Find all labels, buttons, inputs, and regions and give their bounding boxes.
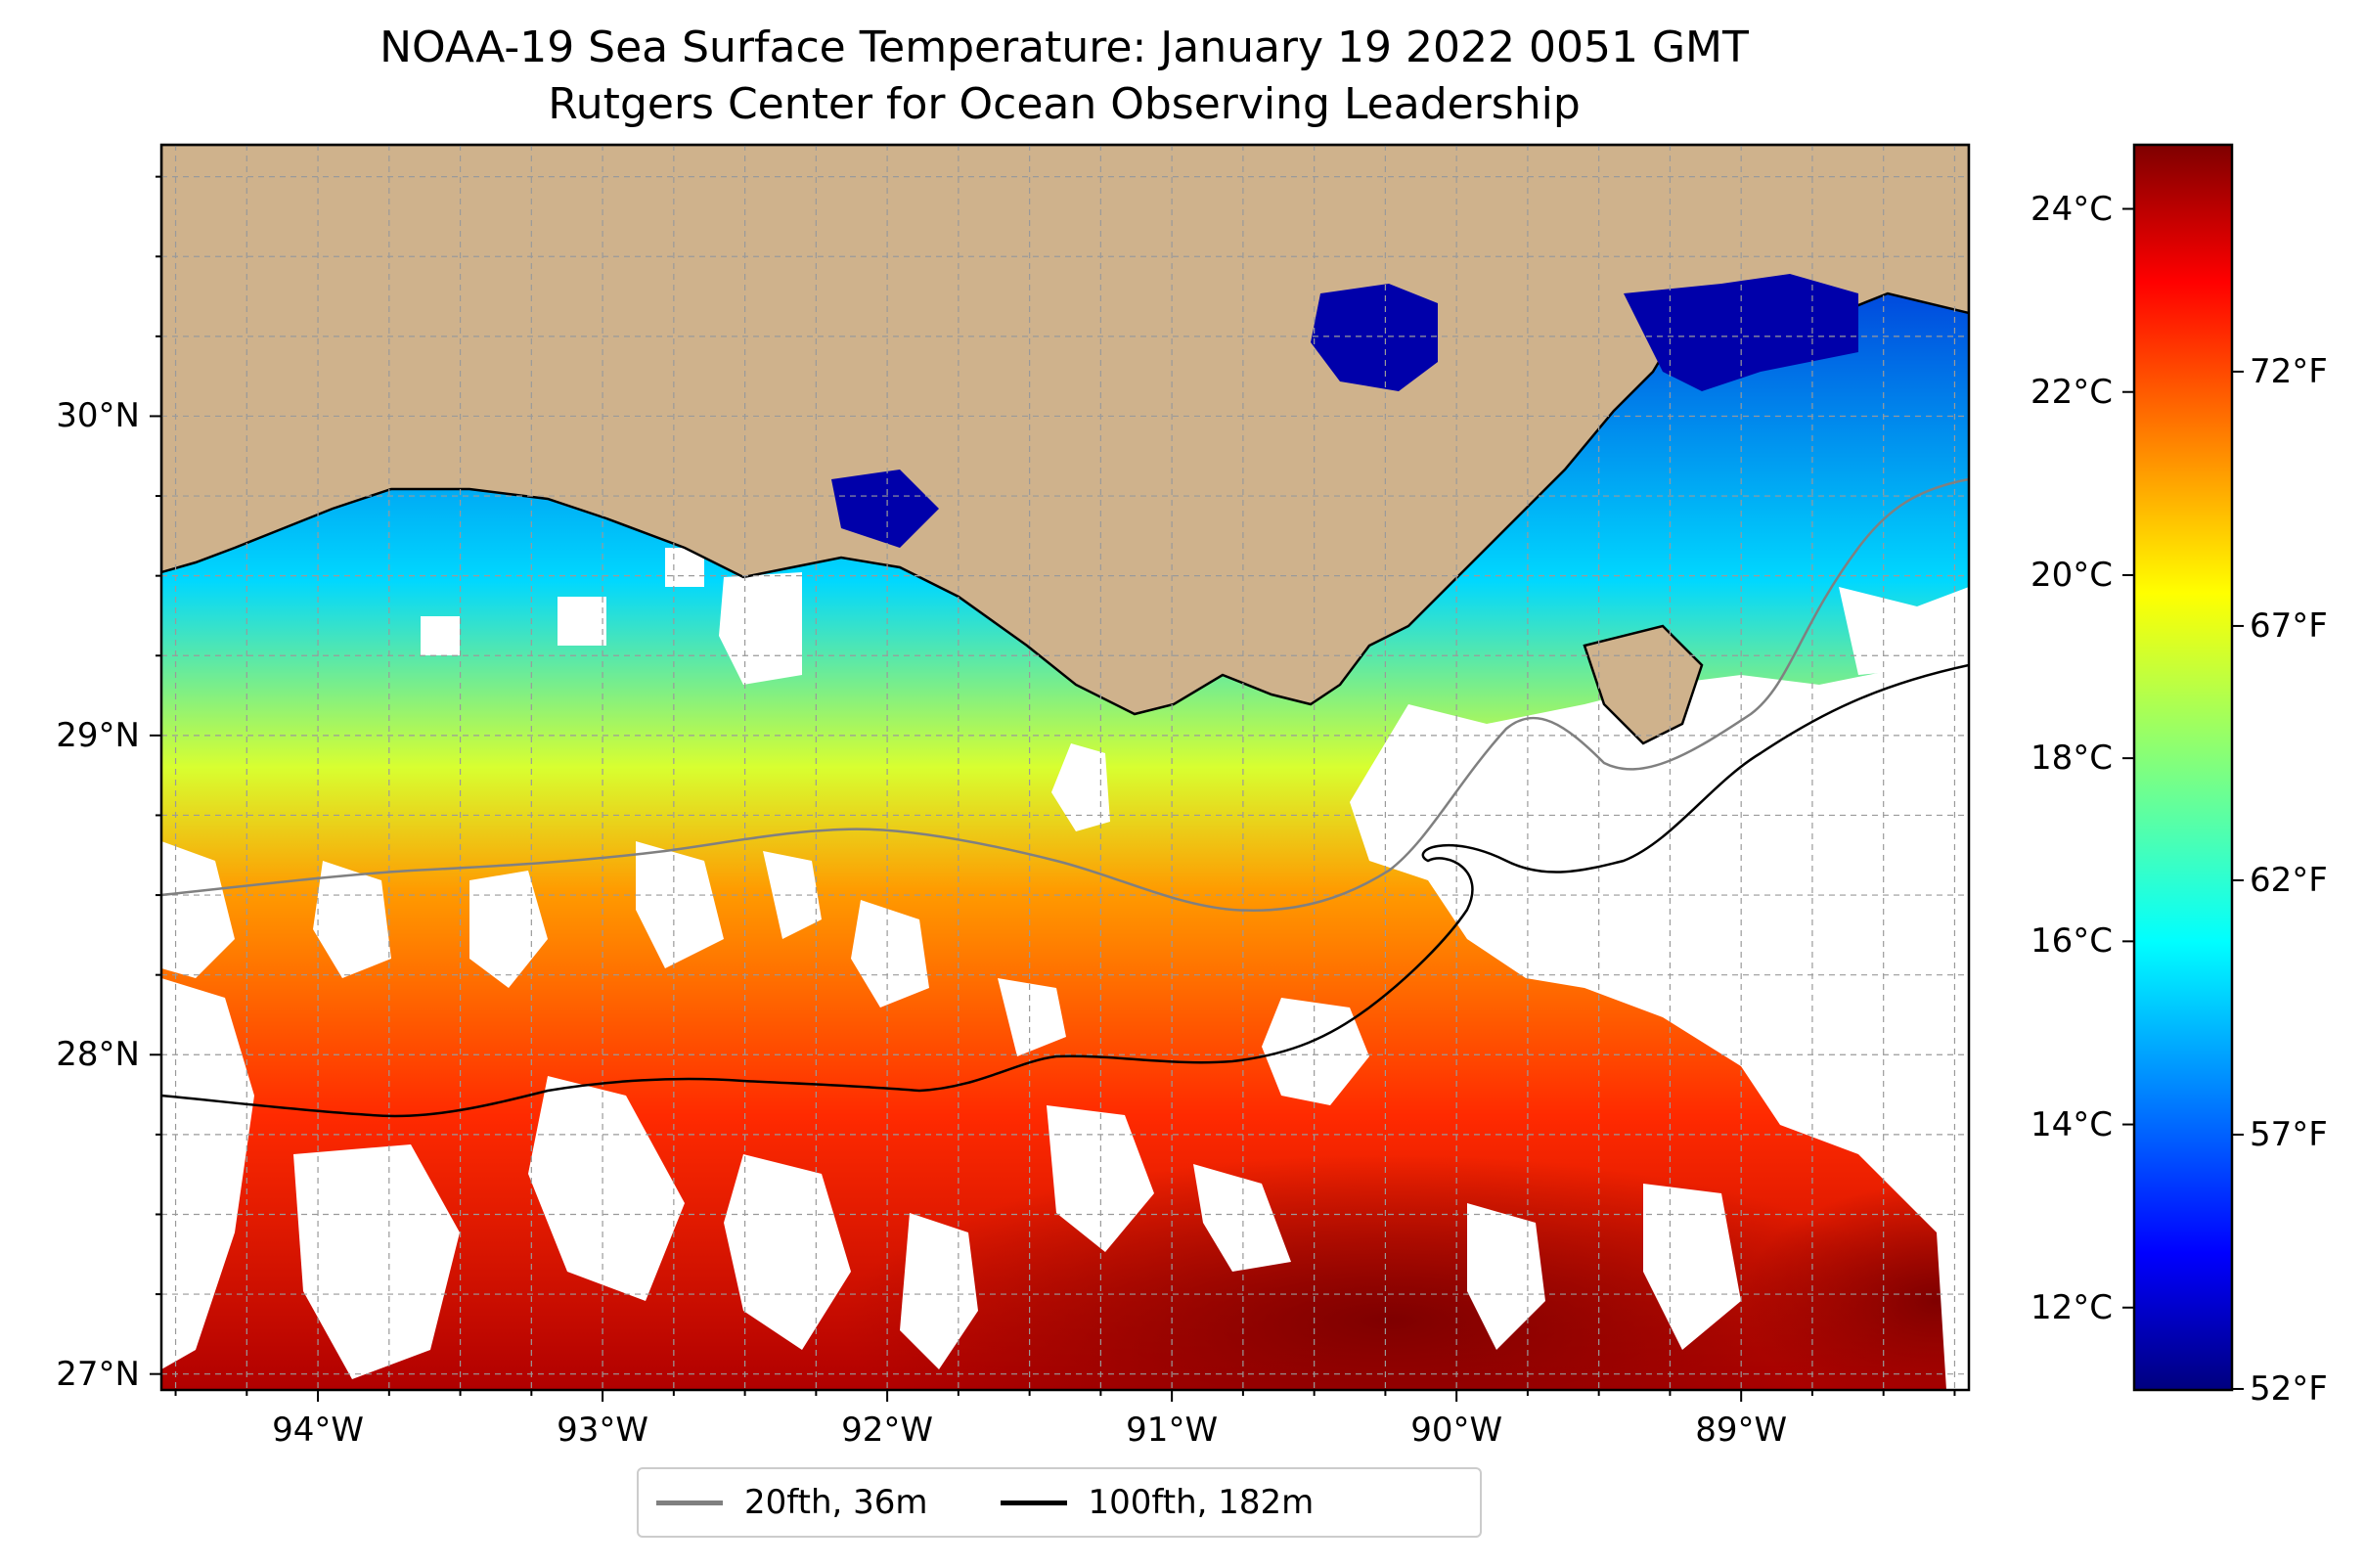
lon-tick-label: 93°W <box>557 1411 649 1450</box>
cloud-mask <box>161 548 1969 1390</box>
colorbar-fahrenheit-label: 67°F <box>2250 605 2328 646</box>
colorbar-celsius-label: 14°C <box>2030 1104 2113 1144</box>
legend-item-20fth: 20fth, 36m <box>639 1483 928 1522</box>
colorbar <box>2132 143 2234 1392</box>
isobath-20fth <box>161 477 1969 912</box>
isobath-100fth <box>161 663 1969 1118</box>
colorbar-celsius-label: 22°C <box>2030 372 2113 412</box>
colorbar-fahrenheit-label: 72°F <box>2250 351 2328 391</box>
lon-tick-label: 89°W <box>1695 1411 1788 1450</box>
colorbar-fahrenheit-label: 57°F <box>2250 1114 2328 1154</box>
map-ticks <box>150 175 1956 1402</box>
colorbar-celsius-label: 12°C <box>2030 1287 2113 1327</box>
colorbar-fahrenheit-label: 62°F <box>2250 860 2328 900</box>
legend-swatch-20fth <box>656 1500 723 1505</box>
colorbar-celsius-label: 18°C <box>2030 739 2113 779</box>
gridlines <box>161 145 1969 1390</box>
colorbar-celsius-label: 24°C <box>2030 189 2113 229</box>
lat-tick-label: 30°N <box>56 396 140 436</box>
legend: 20fth, 36m 100fth, 182m <box>637 1467 1482 1538</box>
colorbar-celsius-label: 20°C <box>2030 555 2113 595</box>
legend-label-100fth: 100fth, 182m <box>1088 1483 1315 1522</box>
legend-swatch-100fth <box>1000 1500 1067 1505</box>
map-frame <box>159 143 1971 1392</box>
lat-tick-label: 27°N <box>56 1354 140 1394</box>
lat-tick-label: 28°N <box>56 1035 140 1075</box>
colorbar-fahrenheit-label: 52°F <box>2250 1368 2328 1409</box>
legend-item-100fth: 100fth, 182m <box>983 1483 1315 1522</box>
map-title: NOAA-19 Sea Surface Temperature: January… <box>379 22 1749 72</box>
colorbar-ticks <box>2122 207 2244 1390</box>
legend-label-20fth: 20fth, 36m <box>744 1483 928 1522</box>
map-subtitle: Rutgers Center for Ocean Observing Leade… <box>548 79 1581 129</box>
lon-tick-label: 94°W <box>272 1411 365 1450</box>
lon-tick-label: 90°W <box>1410 1411 1503 1450</box>
map-area <box>161 145 1969 1390</box>
colorbar-celsius-label: 16°C <box>2030 921 2113 962</box>
lat-tick-label: 29°N <box>56 715 140 755</box>
lon-tick-label: 91°W <box>1126 1411 1219 1450</box>
lon-tick-label: 92°W <box>841 1411 934 1450</box>
warm-core-east <box>1741 1184 1969 1390</box>
